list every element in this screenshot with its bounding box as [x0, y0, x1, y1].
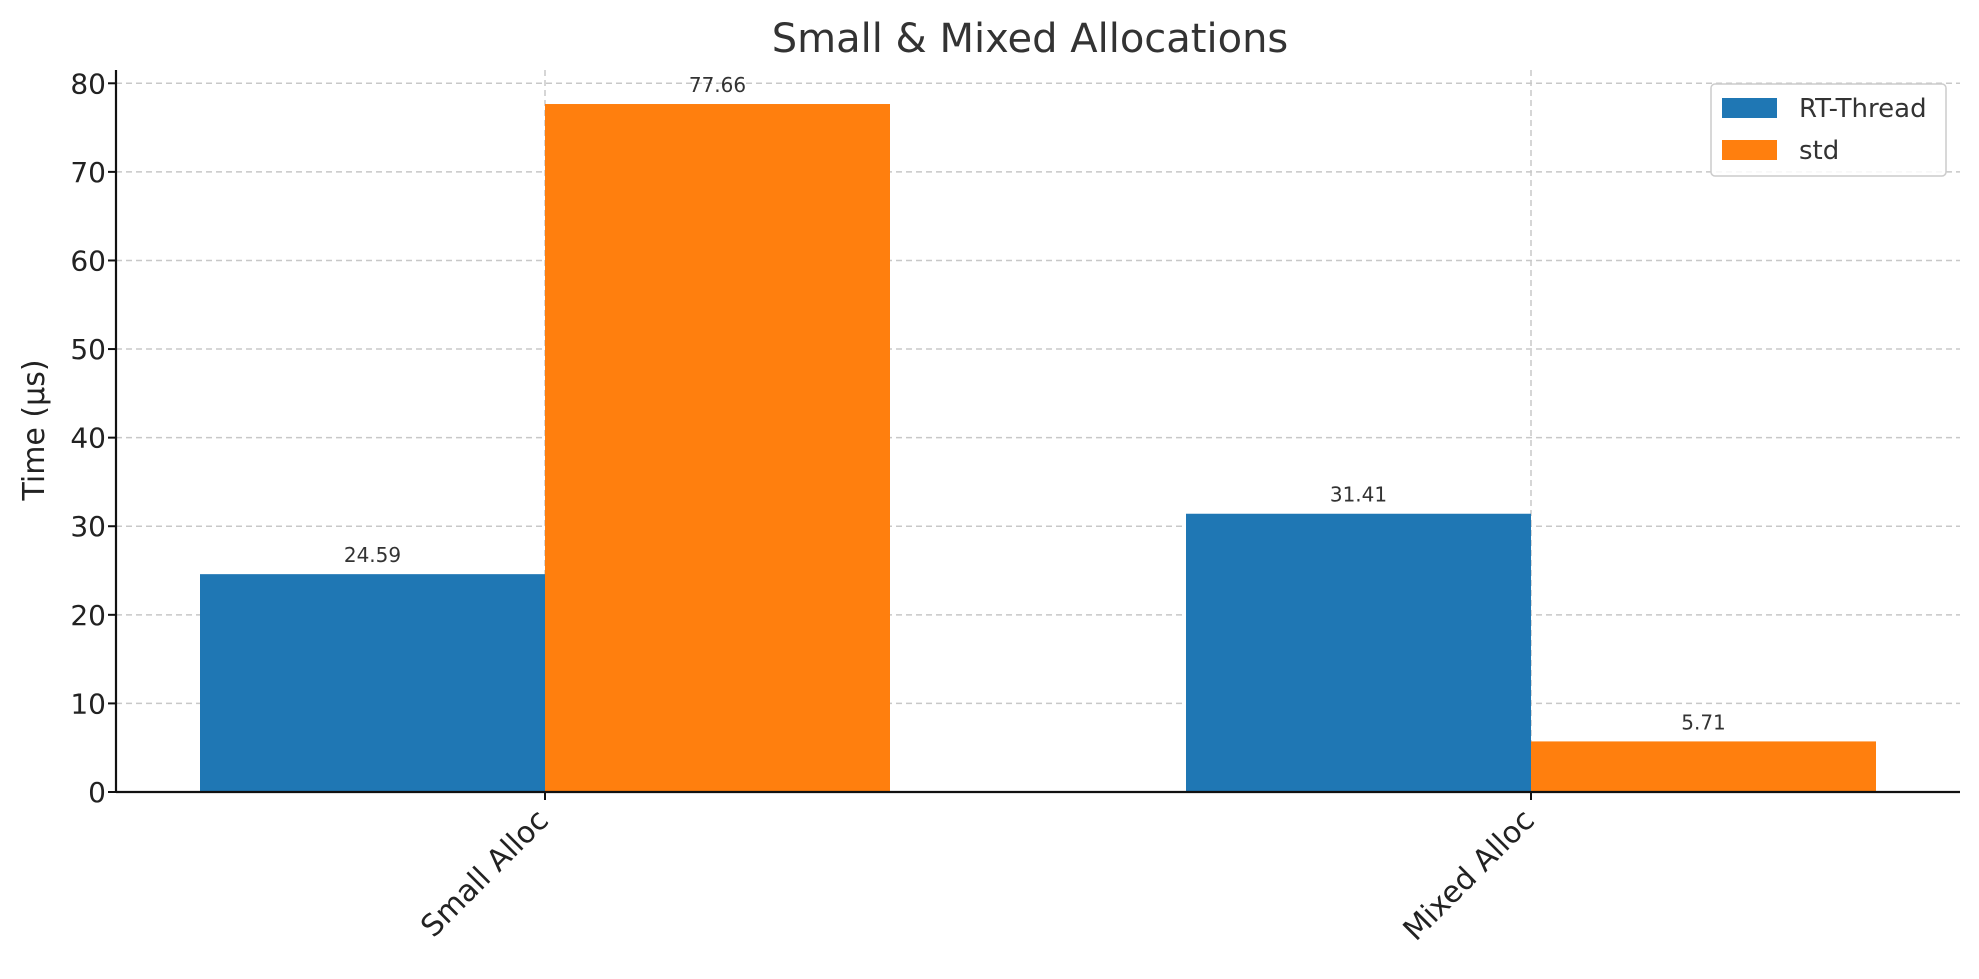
y-tick-label: 70: [70, 156, 106, 189]
legend-label: std: [1799, 136, 1839, 166]
legend: RT-Thread std: [1710, 83, 1947, 177]
chart-title: Small & Mixed Allocations: [772, 16, 1289, 62]
legend-label: RT-Thread: [1799, 94, 1927, 124]
y-tick-label: 0: [88, 776, 106, 809]
bars-layer: [200, 104, 1876, 792]
bar-std-0: [545, 104, 890, 792]
y-tick-label: 80: [70, 67, 106, 100]
labels-layer: 0 10 20 30 40 50 60 70 80 24.59 31.41 77.66 5.71 Smal…: [70, 67, 1725, 948]
data-label: 31.41: [1330, 483, 1387, 507]
y-tick-label: 40: [70, 422, 106, 455]
y-tick-label: 10: [70, 687, 106, 720]
bar-std-1: [1531, 741, 1876, 792]
data-label: 5.71: [1681, 710, 1726, 734]
y-tick-label: 20: [70, 599, 106, 632]
y-axis-label: Time (µs): [17, 359, 52, 501]
y-tick-label: 60: [70, 244, 106, 277]
x-tick-label: Small Alloc: [414, 803, 555, 944]
bar-rt-thread-0: [200, 574, 545, 792]
y-tick-label: 50: [70, 333, 106, 366]
legend-swatch: [1722, 140, 1777, 160]
x-tick-label: Mixed Alloc: [1397, 803, 1542, 948]
y-tick-label: 30: [70, 510, 106, 543]
bar-rt-thread-1: [1186, 513, 1531, 792]
legend-swatch: [1722, 98, 1777, 118]
axes-layer: [108, 70, 1960, 800]
data-label: 77.66: [689, 73, 746, 97]
data-label: 24.59: [344, 543, 401, 567]
